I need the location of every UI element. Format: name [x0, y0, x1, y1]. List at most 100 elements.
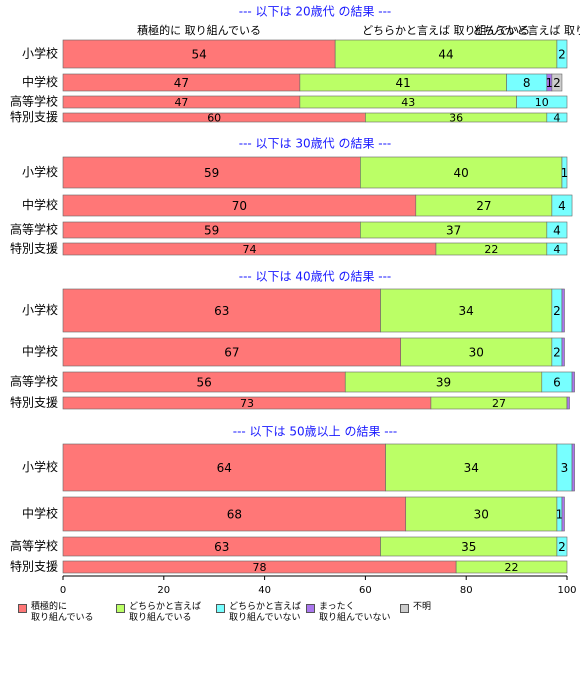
- legend-label: どちらかと言えば 取り組んでいない: [229, 602, 302, 623]
- legend-item: どちらかと言えば 取り組んでいる: [116, 602, 201, 624]
- value-label: 27: [492, 397, 506, 410]
- value-label: 27: [476, 199, 491, 213]
- value-label: 44: [438, 48, 453, 62]
- value-label: 1: [561, 166, 569, 180]
- value-label: 73: [240, 397, 254, 410]
- legend-item: どちらかと言えば 取り組んでいない: [216, 602, 301, 624]
- category-label: 中学校: [22, 197, 58, 212]
- bar-segment: [62, 443, 386, 492]
- value-label: 37: [446, 224, 461, 238]
- value-label: 36: [449, 112, 463, 125]
- value-label: 68: [227, 508, 242, 522]
- category-label: 小学校: [22, 46, 58, 61]
- value-label: 78: [253, 561, 267, 574]
- x-tick-label: 80: [460, 585, 473, 596]
- bar-segment: [62, 39, 336, 69]
- category-label: 小学校: [22, 164, 58, 179]
- value-label: 47: [174, 76, 189, 90]
- value-label: 8: [523, 76, 531, 90]
- bar-segment: [556, 536, 568, 557]
- value-label: 4: [553, 243, 560, 256]
- category-label: 中学校: [22, 344, 58, 359]
- category-label: 小学校: [22, 459, 58, 474]
- value-label: 2: [553, 304, 561, 318]
- value-label: 64: [217, 461, 232, 475]
- bar-segment: [566, 396, 570, 410]
- value-label: 59: [204, 224, 219, 238]
- category-label: 高等学校: [10, 222, 58, 237]
- value-label: 63: [214, 304, 229, 318]
- value-label: 54: [191, 48, 206, 62]
- panel-title: --- 以下は 30歳代 の結果 ---: [239, 137, 392, 151]
- value-label: 39: [436, 376, 451, 390]
- value-label: 2: [553, 76, 561, 90]
- bar-segment: [360, 156, 563, 189]
- legend-item: 積極的に 取り組んでいる: [18, 602, 94, 624]
- value-label: 30: [474, 508, 489, 522]
- value-label: 10: [535, 96, 549, 109]
- x-tick-label: 0: [60, 585, 66, 596]
- bar-segment: [546, 221, 568, 239]
- bar-segment: [551, 73, 563, 92]
- bar-segment: [546, 242, 568, 256]
- column-header: どちらかと言えば 取り組んでいない: [472, 24, 580, 37]
- category-label: 特別支援: [10, 241, 58, 256]
- category-label: 特別支援: [10, 109, 58, 124]
- value-label: 6: [553, 376, 561, 390]
- value-label: 59: [204, 166, 219, 180]
- panel-title: --- 以下は 20歳代 の結果 ---: [239, 5, 392, 19]
- category-label: 特別支援: [10, 395, 58, 410]
- category-label: 特別支援: [10, 559, 58, 574]
- bar-segment: [62, 496, 407, 532]
- legend-item: まったく 取り組んでいない: [306, 602, 391, 624]
- bar-segment: [571, 371, 575, 393]
- bar-segment: [561, 337, 565, 367]
- legend-swatch: [306, 604, 315, 613]
- bar-segment: [516, 95, 568, 109]
- category-label: 高等学校: [10, 374, 58, 389]
- value-label: 2: [558, 540, 566, 554]
- legend: 積極的に 取り組んでいる どちらかと言えば 取り組んでいる どちらかと言えば 取り組…: [0, 602, 580, 632]
- value-label: 41: [396, 76, 411, 90]
- legend-label: まったく 取り組んでいない: [319, 602, 391, 623]
- value-label: 3: [561, 461, 569, 475]
- value-label: 63: [214, 540, 229, 554]
- legend-label: 不明: [413, 602, 432, 612]
- value-label: 47: [174, 96, 188, 109]
- category-label: 高等学校: [10, 538, 58, 553]
- legend-swatch: [116, 604, 125, 613]
- value-label: 67: [224, 346, 239, 360]
- bar-segment: [334, 39, 558, 69]
- value-label: 1: [546, 76, 554, 90]
- value-label: 40: [454, 166, 469, 180]
- value-label: 22: [484, 243, 498, 256]
- bar-segment: [405, 496, 558, 532]
- bar-segment: [546, 112, 568, 123]
- value-label: 2: [558, 48, 566, 62]
- bar-segment: [380, 288, 553, 333]
- value-label: 35: [461, 540, 476, 554]
- column-header: 積極的に 取り組んでいる: [137, 23, 261, 37]
- category-label: 小学校: [22, 302, 58, 317]
- x-tick-label: 40: [258, 585, 271, 596]
- value-label: 34: [459, 304, 474, 318]
- value-label: 74: [242, 243, 256, 256]
- panel-title: --- 以下は 50歳以上 の結果 ---: [233, 425, 398, 439]
- legend-swatch: [18, 604, 27, 613]
- legend-label: どちらかと言えば 取り組んでいる: [129, 602, 202, 623]
- value-label: 22: [505, 561, 519, 574]
- bar-segment: [62, 156, 361, 189]
- value-label: 4: [553, 112, 560, 125]
- bar-segment: [561, 496, 565, 532]
- legend-swatch: [400, 604, 409, 613]
- value-label: 60: [207, 112, 221, 125]
- x-tick-label: 20: [157, 585, 170, 596]
- bar-segment: [400, 337, 553, 367]
- bar-segment: [455, 560, 568, 574]
- category-label: 中学校: [22, 506, 58, 521]
- value-label: 30: [469, 346, 484, 360]
- value-label: 4: [553, 224, 561, 238]
- bar-segment: [62, 337, 401, 367]
